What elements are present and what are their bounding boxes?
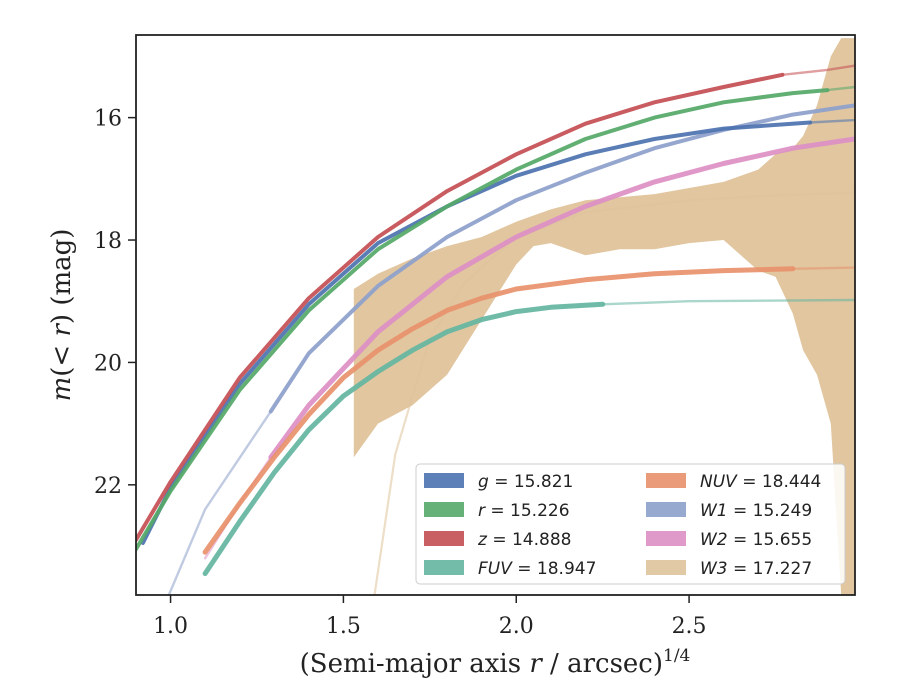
legend-swatch-w3 [646,560,686,575]
plot-frame [135,34,856,596]
legend-swatch-fuv [424,560,464,575]
legend-label-z: z = 14.888 [477,530,571,550]
legend-swatch-w1 [646,502,686,517]
legend-swatch-g [424,473,464,488]
x-tick-label: 1.5 [326,614,361,639]
y-axis-ticks: 16 18 20 22 [94,107,136,499]
y-axis-label: m(< r) (mag) [47,229,77,402]
y-tick-label: 20 [94,351,122,376]
x-axis-label: (Semi-major axis r / arcsec)1/4 [300,646,691,679]
legend-label-nuv: NUV = 18.444 [700,472,821,492]
series-fuv-model-line [601,298,855,306]
series-r-model-line [826,85,855,92]
series-fuv-line [202,301,606,577]
series-w2-line [268,136,855,460]
legend-label-w2: W2 = 15.655 [700,530,812,550]
plot-area [136,38,855,595]
legend-label-r: r = 15.226 [478,501,570,521]
x-tick-label: 1.0 [153,614,188,639]
series-nuv-model-line [791,266,855,270]
legend-label-g: g = 15.821 [478,472,573,492]
series-r-line [136,88,830,552]
series-w1-model-line [167,410,272,595]
legend-label-w1: W1 = 15.249 [700,501,812,521]
legend-label-fuv: FUV = 18.947 [478,559,596,579]
series-nuv-line [202,266,796,555]
x-tick-label: 2.0 [499,614,534,639]
legend-frame [415,463,846,585]
series-g-model-line [808,118,855,124]
series-z-model-line [781,64,855,76]
series-w3-band [353,38,855,595]
legend-swatch-r [424,502,464,517]
legend-swatch-nuv [646,473,686,488]
y-tick-label: 16 [94,107,122,132]
series-w1-line [268,103,855,414]
series-z-line [136,72,785,542]
legend-swatch-z [424,531,464,546]
legend-label-w3: W3 = 17.227 [700,559,812,579]
x-axis-ticks: 1.0 1.5 2.0 2.5 [153,595,707,639]
x-tick-label: 2.5 [672,614,707,639]
y-tick-label: 18 [94,229,122,254]
y-tick-label: 22 [94,474,122,499]
legend-swatch-w2 [646,531,686,546]
legend: g = 15.821 r = 15.226 z = 14.888 FUV = 18.9… [415,463,846,585]
